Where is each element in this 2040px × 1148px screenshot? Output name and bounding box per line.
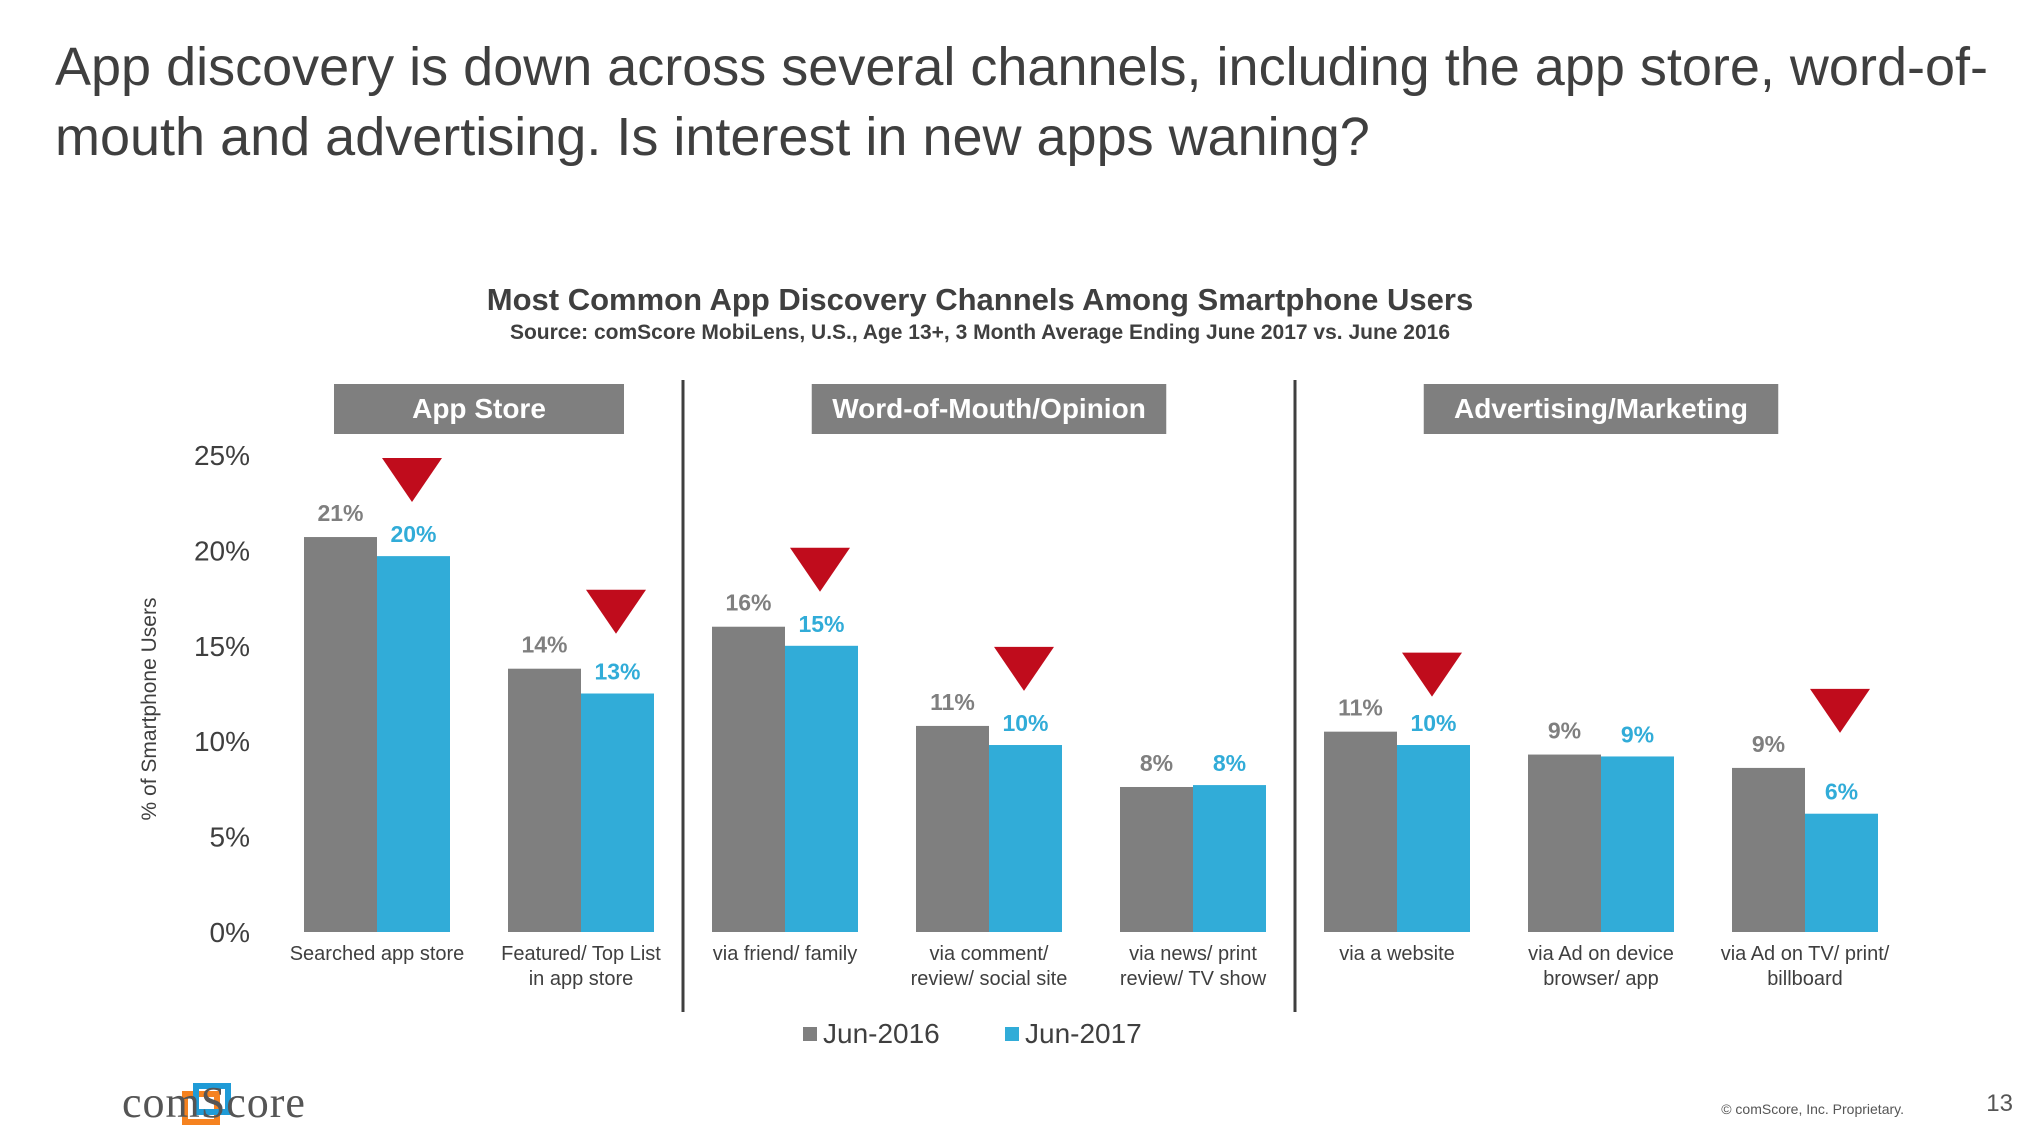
bar (1397, 745, 1470, 932)
data-label: 11% (930, 689, 975, 715)
bar (785, 645, 858, 932)
down-arrow-icon (1810, 688, 1870, 733)
x-tick-label: Featured/ Top List (501, 943, 661, 965)
data-label: 8% (1213, 750, 1246, 776)
down-arrow-icon (790, 547, 850, 592)
bar (1601, 756, 1674, 932)
bar (1120, 786, 1193, 932)
y-tick-label: 25% (194, 440, 250, 471)
legend-swatch (803, 1027, 817, 1041)
data-label: 15% (798, 611, 844, 637)
group-header-label: App Store (412, 393, 546, 424)
page-number: 13 (1986, 1090, 2013, 1117)
copyright-notice: © comScore, Inc. Proprietary. (1721, 1101, 1904, 1117)
bar (377, 556, 450, 932)
data-label: 10% (1410, 710, 1456, 736)
x-tick-label: via Ad on device (1528, 943, 1674, 965)
bar (916, 725, 989, 932)
decline-markers (382, 458, 1870, 733)
x-tick-label: via comment/ (930, 943, 1049, 965)
bar (304, 537, 377, 932)
data-label: 16% (725, 590, 771, 616)
x-tick-label: via Ad on TV/ print/ (1721, 943, 1890, 965)
data-label: 6% (1825, 779, 1858, 805)
x-tick-label: Searched app store (290, 943, 465, 965)
x-tick-label: review/ TV show (1120, 968, 1267, 990)
group-dividers (681, 380, 1297, 1012)
x-tick-label: via friend/ family (713, 943, 858, 965)
chart-title: Most Common App Discovery Channels Among… (487, 282, 1473, 317)
x-tick-label: billboard (1767, 968, 1843, 990)
group-header (811, 384, 1167, 434)
group-header (1423, 384, 1779, 434)
x-tick-label: via news/ print (1129, 943, 1257, 965)
data-label: 14% (521, 632, 567, 658)
bar (1193, 785, 1266, 932)
bar (1732, 767, 1805, 932)
group-header (334, 384, 624, 434)
y-axis-ticks: 0% 5% 10% 15% 20% 25% (194, 440, 250, 948)
legend-label: Jun-2017 (1025, 1018, 1142, 1049)
data-label: 8% (1140, 750, 1173, 776)
data-label: 21% (317, 500, 363, 526)
data-label: 9% (1548, 718, 1581, 744)
bar (1805, 813, 1878, 932)
y-axis-title: % of Smartphone Users (138, 598, 161, 821)
x-tick-label: in app store (529, 968, 634, 990)
group-headers: App Store Word-of-Mouth/Opinion Advertisin… (334, 384, 1779, 434)
comscore-logo-text: comScore (122, 1078, 306, 1127)
bar (1324, 731, 1397, 932)
x-tick-label: browser/ app (1543, 968, 1659, 990)
legend-label: Jun-2016 (823, 1018, 940, 1049)
data-label: 11% (1338, 695, 1383, 721)
slide-headline: App discovery is down across several cha… (55, 37, 1988, 167)
y-tick-label: 20% (194, 535, 250, 566)
group-header-label: Advertising/Marketing (1454, 393, 1748, 424)
data-label: 10% (1002, 710, 1048, 736)
bar (712, 626, 785, 932)
y-tick-label: 5% (210, 822, 250, 853)
data-label: 13% (594, 659, 640, 685)
legend: Jun-2016 Jun-2017 (803, 1018, 1142, 1049)
bar (581, 693, 654, 932)
chart-subtitle: Source: comScore MobiLens, U.S., Age 13+… (510, 321, 1450, 344)
legend-swatch (1005, 1027, 1019, 1041)
bars: 21% 14% 16% 11% 8% 11% 9% 9% 20% 13% 15% 10% 8% 10% 9%… (304, 500, 1878, 932)
y-tick-label: 0% (210, 917, 250, 948)
y-tick-label: 15% (194, 631, 250, 662)
comscore-logo-icon (182, 1083, 231, 1125)
down-arrow-icon (994, 646, 1054, 691)
bar (508, 668, 581, 932)
bar (1528, 754, 1601, 932)
group-header-label: Word-of-Mouth/Opinion (832, 393, 1146, 424)
down-arrow-icon (1402, 652, 1462, 697)
x-tick-label: review/ social site (911, 968, 1068, 990)
data-label: 9% (1621, 721, 1654, 747)
data-label: 9% (1752, 731, 1785, 757)
down-arrow-icon (586, 589, 646, 634)
y-tick-label: 10% (194, 726, 250, 757)
data-label: 20% (390, 521, 436, 547)
x-axis-labels: Searched app store Featured/ Top List in a… (290, 943, 1890, 990)
x-tick-label: via a website (1339, 943, 1455, 965)
bar (989, 745, 1062, 932)
down-arrow-icon (382, 458, 442, 503)
